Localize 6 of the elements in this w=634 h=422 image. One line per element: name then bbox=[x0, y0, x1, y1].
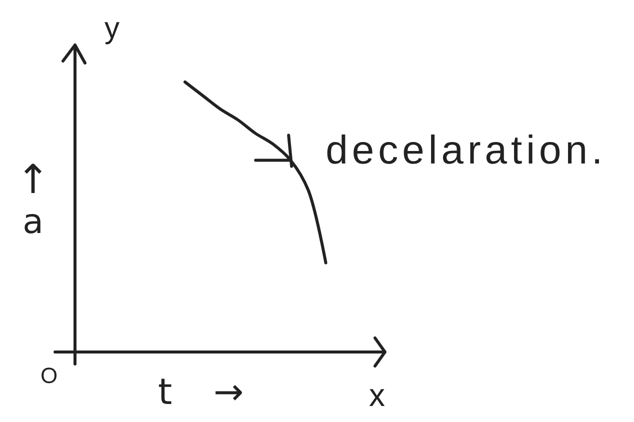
legend-label: decelaration. bbox=[326, 128, 607, 172]
y-axis-title: ↑ a bbox=[16, 157, 50, 242]
x-axis-title: t → bbox=[158, 372, 244, 413]
text: O bbox=[40, 363, 58, 388]
text: y bbox=[104, 12, 120, 45]
text: x bbox=[369, 377, 385, 413]
